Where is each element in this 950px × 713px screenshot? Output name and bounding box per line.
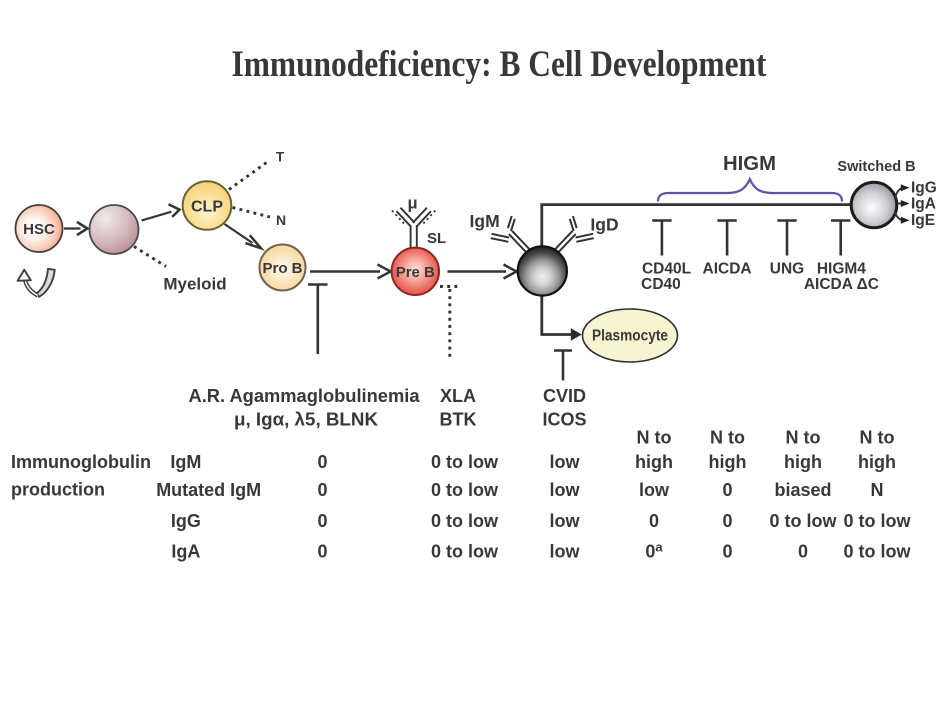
svg-text:μ, Igα, λ5, BLNK: μ, Igα, λ5, BLNK [234, 409, 378, 429]
svg-text:low: low [550, 480, 581, 500]
svg-text:μ: μ [407, 195, 417, 213]
svg-text:N to: N to [710, 428, 745, 448]
svg-text:Mutated IgM: Mutated IgM [156, 480, 261, 500]
svg-text:high: high [858, 452, 896, 472]
svg-text:IgG: IgG [911, 179, 937, 196]
svg-text:low: low [550, 452, 581, 472]
svg-text:Immunodeficiency: B Cell Devel: Immunodeficiency: B Cell Development [232, 43, 767, 84]
svg-text:0: 0 [722, 480, 732, 500]
svg-text:Plasmocyte: Plasmocyte [592, 327, 668, 344]
svg-text:0 to low: 0 to low [431, 452, 499, 472]
svg-text:IgD: IgD [590, 215, 618, 235]
svg-text:0: 0 [317, 480, 327, 500]
svg-text:SL: SL [427, 230, 446, 247]
svg-text:HSC: HSC [23, 221, 55, 238]
svg-text:biased: biased [774, 480, 831, 500]
svg-text:N: N [871, 480, 884, 500]
svg-text:HIGM4: HIGM4 [817, 260, 866, 277]
svg-text:0: 0 [649, 511, 659, 531]
svg-text:N to: N to [860, 428, 895, 448]
svg-text:N: N [276, 212, 286, 228]
svg-text:ICOS: ICOS [542, 409, 586, 429]
svg-text:0: 0 [317, 452, 327, 472]
svg-text:N to: N to [786, 428, 821, 448]
svg-text:IgM: IgM [470, 211, 500, 231]
svg-text:0a: 0a [645, 539, 663, 561]
svg-text:production: production [11, 479, 105, 499]
svg-text:high: high [635, 452, 673, 472]
svg-text:AICDA ΔC: AICDA ΔC [804, 276, 879, 293]
svg-text:Pre B: Pre B [396, 264, 435, 281]
svg-text:IgA: IgA [171, 541, 200, 561]
svg-text:IgM: IgM [170, 452, 201, 472]
svg-text:0: 0 [798, 541, 808, 561]
svg-text:Switched B: Switched B [837, 159, 915, 175]
svg-text:IgE: IgE [911, 212, 935, 229]
svg-text:HIGM: HIGM [723, 153, 776, 175]
svg-text:Pro B: Pro B [262, 260, 302, 277]
svg-text:0: 0 [317, 511, 327, 531]
svg-text:high: high [709, 452, 747, 472]
svg-text:low: low [550, 511, 581, 531]
svg-text:0 to low: 0 to low [431, 480, 499, 500]
svg-text:AICDA: AICDA [703, 260, 752, 277]
svg-text:Immunoglobulin: Immunoglobulin [11, 452, 151, 472]
svg-text:0: 0 [317, 541, 327, 561]
svg-text:N to: N to [637, 428, 672, 448]
svg-text:A.R. Agammaglobulinemia: A.R. Agammaglobulinemia [189, 386, 421, 406]
svg-text:0 to low: 0 to low [844, 511, 912, 531]
svg-text:low: low [550, 541, 581, 561]
svg-text:T: T [276, 149, 285, 165]
svg-text:low: low [639, 480, 670, 500]
svg-text:CD40L: CD40L [642, 260, 691, 277]
svg-text:BTK: BTK [440, 409, 477, 429]
svg-text:0: 0 [722, 541, 732, 561]
svg-text:0 to low: 0 to low [770, 511, 838, 531]
svg-text:UNG: UNG [770, 260, 804, 277]
svg-text:CD40: CD40 [641, 276, 681, 293]
svg-text:Myeloid: Myeloid [163, 275, 226, 294]
svg-text:0: 0 [722, 511, 732, 531]
svg-text:high: high [784, 452, 822, 472]
svg-text:XLA: XLA [440, 386, 476, 406]
svg-text:0 to low: 0 to low [431, 511, 499, 531]
svg-text:CVID: CVID [543, 386, 586, 406]
svg-text:CLP: CLP [191, 199, 223, 216]
svg-text:IgG: IgG [171, 511, 201, 531]
svg-text:0 to low: 0 to low [431, 541, 499, 561]
svg-text:IgA: IgA [911, 195, 936, 212]
svg-text:0 to low: 0 to low [844, 541, 912, 561]
